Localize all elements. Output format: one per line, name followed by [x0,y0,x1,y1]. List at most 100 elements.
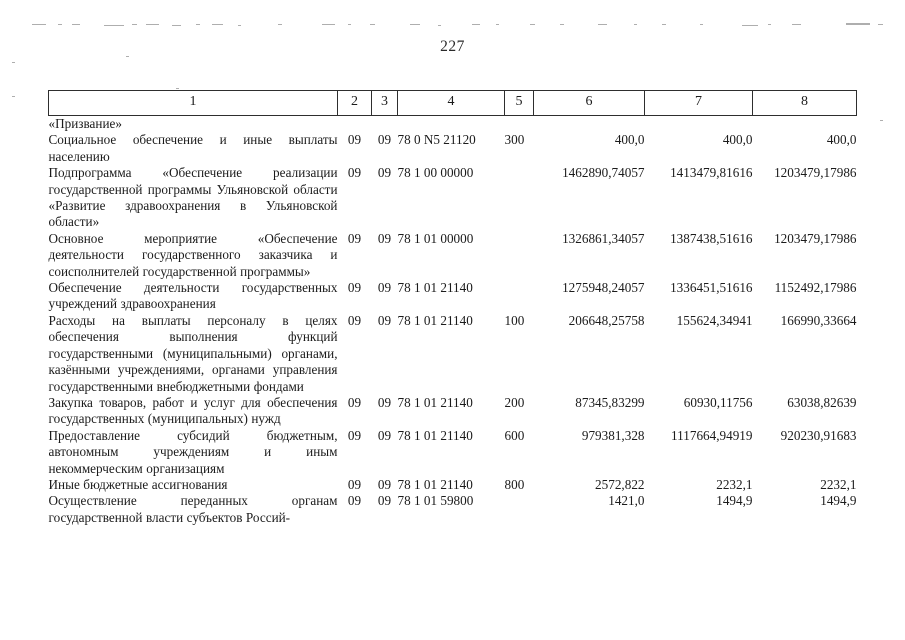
cell-amount-6: 1275948,24057 [562,280,645,296]
cell-section-code: 09 [347,230,362,246]
cell-expense-name: Иные бюджетные ассигнования [48,476,228,492]
column-header-1: 1 [48,90,338,116]
column-header-7: 7 [644,90,753,116]
cell-expense-name: Социальное обеспечение и иные выплаты на… [48,132,338,164]
cell-subsection-code [372,116,398,133]
cell-section-code: 09 [347,427,362,443]
table-row: Обеспечение деятельности государственных… [49,280,857,313]
cell-amount-6: 2572,822 [595,476,645,492]
table-body: «Призвание» Социальное обеспечение и иные… [49,116,857,527]
cell-amount-8: 1494,9 [820,493,857,509]
cell-subsection-code: 09 [377,394,392,410]
cell-amount-6 [534,116,645,133]
table-row: Расходы на выплаты персоналу в целях обе… [49,313,857,395]
cell-expense-name: Расходы на выплаты персоналу в целях обе… [48,312,338,394]
cell-amount-8: 1203479,17986 [774,230,857,246]
cell-amount-7: 1413479,81616 [670,165,753,181]
cell-amount-7: 1117664,94919 [671,427,753,443]
cell-target-article: 78 1 01 21140 [397,476,473,492]
cell-expense-kind: 600 [504,427,525,443]
column-header-8: 8 [752,90,857,116]
budget-table-container: 1 2 3 4 5 6 7 8 «Призвание» Социальное об… [48,90,857,526]
scan-noise [0,0,905,121]
cell-expense-name: «Призвание» [48,116,122,131]
cell-target-article: 78 1 01 00000 [397,230,474,246]
cell-amount-7: 400,0 [722,132,753,148]
page-number: 227 [440,38,465,55]
cell-subsection-code: 09 [377,165,392,181]
cell-amount-8: 1152492,17986 [774,280,857,296]
cell-section-code [338,116,372,133]
cell-subsection-code: 09 [377,230,392,246]
cell-expense-kind [505,231,534,280]
table-header: 1 2 3 4 5 6 7 8 [48,90,857,116]
cell-section-code: 09 [347,476,362,492]
cell-expense-kind [505,280,534,313]
cell-expense-name: Предоставление субсидий бюджетным, автон… [48,427,338,476]
cell-expense-name: Обеспечение деятельности государственных… [48,280,338,312]
cell-amount-7: 1494,9 [716,493,753,509]
cell-target-article: 78 1 00 00000 [397,165,474,181]
cell-expense-kind [505,493,534,526]
cell-subsection-code: 09 [377,132,392,148]
cell-expense-kind: 300 [504,132,525,148]
cell-expense-kind: 200 [504,394,525,410]
cell-amount-8: 63038,82639 [787,394,857,410]
column-header-5: 5 [504,90,534,116]
cell-amount-8 [753,116,857,133]
cell-subsection-code: 09 [377,312,392,328]
cell-amount-6: 1462890,74057 [562,165,645,181]
cell-target-article: 78 1 01 21140 [397,312,473,328]
table-row: «Призвание» [49,116,857,133]
cell-section-code: 09 [347,493,362,509]
column-header-4: 4 [397,90,505,116]
cell-target-article: 78 1 01 21140 [397,280,473,296]
cell-section-code: 09 [347,312,362,328]
cell-expense-name: Основное мероприятие «Обеспечение деятел… [48,230,338,279]
cell-target-article [398,116,505,133]
column-header-3: 3 [371,90,398,116]
cell-amount-6: 979381,328 [581,427,645,443]
table-row: Основное мероприятие «Обеспечение деятел… [49,231,857,280]
cell-subsection-code: 09 [377,280,392,296]
cell-amount-7: 1336451,51616 [670,280,753,296]
cell-section-code: 09 [347,132,362,148]
cell-amount-6: 206648,25758 [568,312,645,328]
cell-amount-8: 2232,1 [820,476,857,492]
cell-amount-6: 1421,0 [608,493,645,509]
cell-expense-kind: 800 [504,476,525,492]
table-row: Осуществление переданных органам государ… [49,493,857,526]
cell-expense-name: Подпрограмма «Обеспечение реализации гос… [48,165,338,230]
cell-section-code: 09 [347,165,362,181]
cell-subsection-code: 09 [377,476,392,492]
table-row: Предоставление субсидий бюджетным, автон… [49,428,857,477]
cell-amount-7: 155624,34941 [676,312,753,328]
cell-target-article: 78 1 01 21140 [397,394,473,410]
cell-amount-7: 1387438,51616 [670,230,753,246]
column-header-2: 2 [337,90,372,116]
cell-target-article: 78 1 01 59800 [397,493,474,509]
cell-subsection-code: 09 [377,493,392,509]
cell-amount-8: 920230,91683 [780,427,857,443]
column-header-6: 6 [533,90,645,116]
table-row: Социальное обеспечение и иные выплаты на… [49,132,857,165]
cell-amount-7: 2232,1 [716,476,753,492]
cell-amount-6: 87345,83299 [575,394,645,410]
cell-amount-8: 166990,33664 [780,312,857,328]
budget-table: 1 2 3 4 5 6 7 8 «Призвание» Социальное об… [48,90,857,526]
cell-expense-kind: 100 [504,312,525,328]
cell-section-code: 09 [347,280,362,296]
cell-expense-kind [505,165,534,231]
cell-expense-name: Закупка товаров, работ и услуг для обесп… [48,394,338,427]
cell-target-article: 78 1 01 21140 [397,427,473,443]
cell-expense-name: Осуществление переданных органам государ… [48,493,338,525]
column-number-header-row: 1 2 3 4 5 6 7 8 [48,90,857,116]
cell-subsection-code: 09 [377,427,392,443]
cell-amount-8: 1203479,17986 [774,165,857,181]
cell-amount-8: 400,0 [826,132,857,148]
cell-target-article: 78 0 N5 21120 [397,132,476,148]
cell-amount-7: 60930,11756 [683,394,753,410]
cell-section-code: 09 [347,394,362,410]
table-row: Закупка товаров, работ и услуг для обесп… [49,395,857,428]
cell-amount-7 [645,116,753,133]
